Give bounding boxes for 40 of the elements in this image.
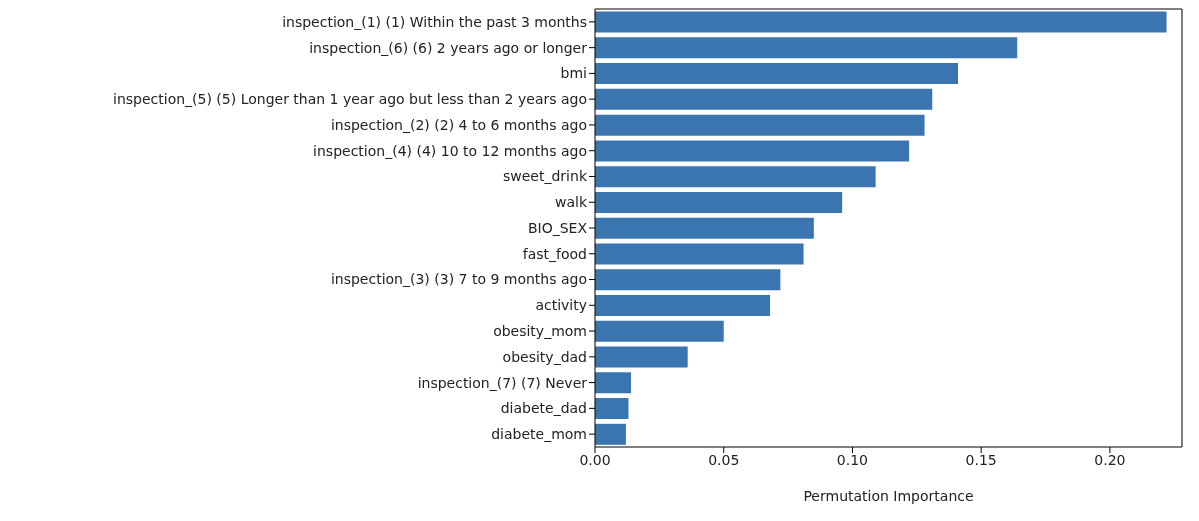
y-tick-label: diabete_dad (500, 400, 587, 417)
bar (595, 372, 632, 394)
bar (595, 11, 1167, 33)
y-tick-label: sweet_drink (503, 168, 588, 185)
y-tick-label: inspection_(3) (3) 7 to 9 months ago (330, 271, 587, 288)
bar (595, 243, 804, 265)
bar (595, 88, 933, 110)
y-tick-label: inspection_(6) (6) 2 years ago or longer (309, 39, 588, 56)
bar (595, 294, 771, 316)
bar (595, 423, 626, 445)
y-tick-label: walk (554, 194, 588, 211)
bar (595, 346, 688, 368)
y-tick-label: obesity_dad (502, 348, 587, 365)
y-tick-label: activity (535, 297, 587, 314)
x-tick-label: 0.10 (836, 451, 869, 468)
bar (595, 63, 959, 85)
y-tick-label: fast_food (522, 245, 587, 262)
bar (595, 269, 781, 291)
y-tick-label: inspection_(7) (7) Never (417, 374, 588, 391)
y-tick-label: bmi (560, 65, 587, 82)
bar (595, 191, 843, 213)
y-tick-label: diabete_mom (491, 426, 587, 443)
bar (595, 166, 876, 188)
y-tick-label: inspection_(4) (4) 10 to 12 months ago (313, 142, 587, 159)
bar (595, 320, 724, 342)
y-tick-label: obesity_mom (493, 323, 587, 340)
bar (595, 114, 925, 136)
y-tick-label: inspection_(5) (5) Longer than 1 year ago but less than 2 years ago (113, 91, 587, 108)
y-tick-label: BIO_SEX (527, 219, 588, 236)
x-tick-label: 0.00 (579, 451, 611, 468)
x-tick-label: 0.20 (1094, 451, 1126, 468)
x-axis-title: Permutation Importance (803, 488, 974, 504)
bar (595, 37, 1018, 59)
bar (595, 217, 814, 239)
x-tick-label: 0.15 (965, 451, 997, 468)
bar (595, 140, 910, 162)
y-tick-label: inspection_(2) (2) 4 to 6 months ago (330, 116, 587, 133)
y-tick-label: inspection_(1) (1) Within the past 3 months (282, 13, 587, 30)
bar (595, 398, 629, 420)
x-tick-label: 0.05 (708, 451, 740, 468)
